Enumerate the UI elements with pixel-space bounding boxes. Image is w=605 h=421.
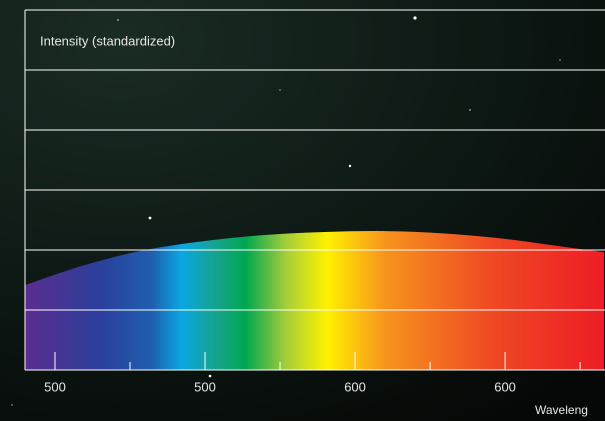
x-tick-label: 500 bbox=[194, 379, 216, 394]
x-axis-title: Waveleng bbox=[535, 403, 588, 417]
x-tick-label: 500 bbox=[44, 379, 66, 394]
chart: 500 500 600 600 Intensity (standardized) Wa… bbox=[0, 0, 605, 421]
y-axis-title: Intensity (standardized) bbox=[40, 33, 175, 48]
x-tick-label: 600 bbox=[494, 379, 516, 394]
x-tick-label: 600 bbox=[344, 379, 366, 394]
